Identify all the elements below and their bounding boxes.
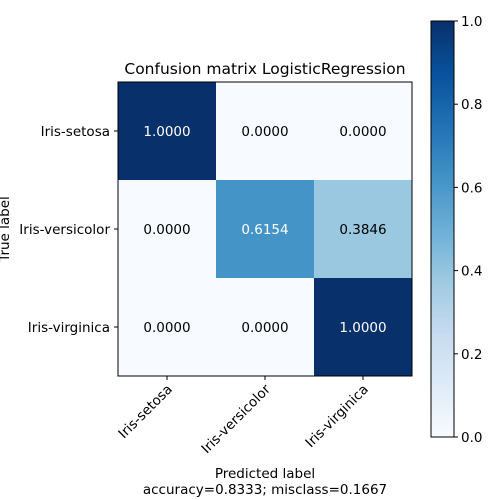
cell-value-label: 0.0000	[339, 124, 386, 140]
x-tick-label: Iris-virginica	[302, 382, 371, 451]
colorbar-tick-label: 1.0	[461, 14, 482, 30]
colorbar-tick-label: 0.2	[461, 347, 482, 363]
colorbar-tick-label: 0.4	[461, 264, 482, 280]
y-axis-label: True label	[0, 196, 13, 263]
heatmap-cell	[118, 82, 216, 180]
y-tick-label: Iris-setosa	[41, 124, 110, 140]
cell-value-label: 0.3846	[339, 222, 386, 238]
heatmap-cells	[118, 82, 412, 376]
cell-value-label: 1.0000	[143, 124, 190, 140]
cell-value-label: 0.0000	[241, 124, 288, 140]
heatmap-cell	[216, 278, 314, 376]
colorbar-tick-label: 0.6	[461, 180, 482, 196]
cell-value-label: 0.0000	[143, 320, 190, 336]
colorbar-tick-label: 0.8	[461, 97, 482, 113]
heatmap-cell	[216, 180, 314, 278]
x-tick-label: Iris-setosa	[115, 382, 175, 442]
cell-value-label: 0.0000	[241, 320, 288, 336]
cell-value-label: 0.6154	[241, 222, 288, 238]
x-axis-label-metrics: accuracy=0.8333; misclass=0.1667	[143, 482, 387, 498]
heatmap-cell	[118, 278, 216, 376]
colorbar	[430, 20, 455, 438]
heatmap-cell	[314, 82, 412, 180]
y-axis-ticks: Iris-setosa Iris-versicolor Iris-virginica	[19, 124, 118, 336]
colorbar-ticks: 0.0 0.2 0.4 0.6 0.8 1.0	[454, 14, 482, 446]
cell-value-labels: 1.0000 0.0000 0.0000 0.0000 0.6154 0.3846 0.00…	[143, 124, 386, 336]
heatmap-cell	[314, 180, 412, 278]
x-axis-ticks: Iris-setosa Iris-versicolor Iris-virginica	[115, 376, 372, 457]
heatmap-cell	[314, 278, 412, 376]
heatmap-cell	[118, 180, 216, 278]
y-tick-label: Iris-versicolor	[19, 222, 110, 238]
y-tick-label: Iris-virginica	[28, 320, 110, 336]
heatmap-cell	[216, 82, 314, 180]
x-axis-label: Predicted label	[215, 466, 315, 482]
chart-title: Confusion matrix LogisticRegression	[124, 60, 405, 78]
colorbar-tick-label: 0.0	[461, 430, 482, 446]
x-tick-label: Iris-versicolor	[198, 381, 274, 457]
cell-value-label: 0.0000	[143, 222, 190, 238]
cell-value-label: 1.0000	[339, 320, 386, 336]
